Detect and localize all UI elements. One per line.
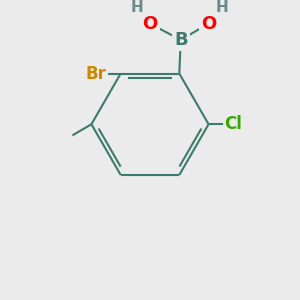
Text: Cl: Cl — [224, 115, 242, 133]
Text: H: H — [130, 0, 143, 15]
Text: Br: Br — [85, 64, 106, 82]
Text: O: O — [201, 15, 216, 33]
Text: O: O — [142, 15, 158, 33]
Text: H: H — [215, 0, 228, 15]
Text: B: B — [174, 31, 188, 49]
